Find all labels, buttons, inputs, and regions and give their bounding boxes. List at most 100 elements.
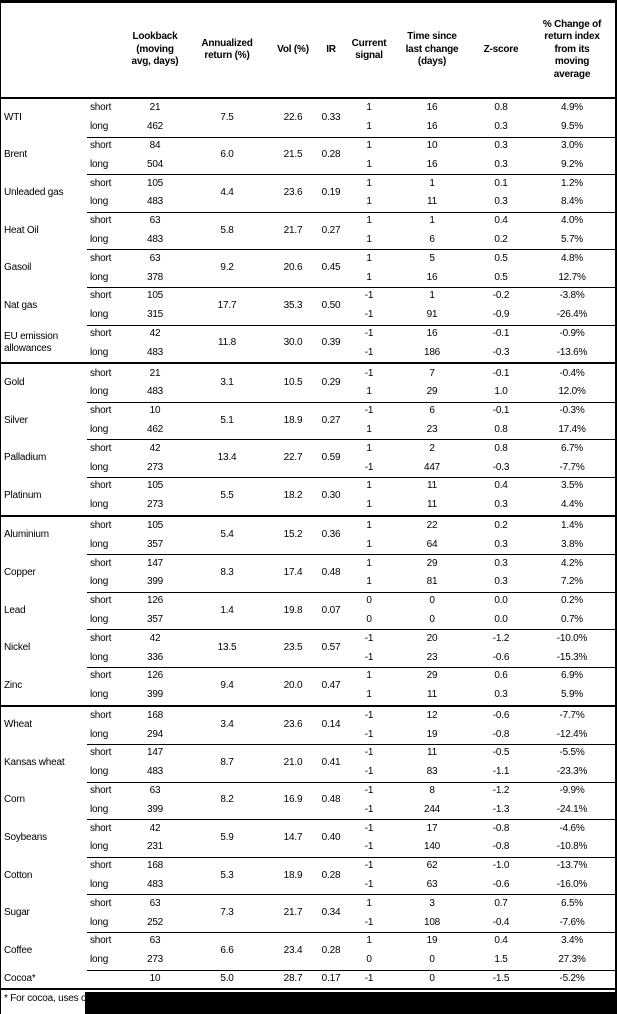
- days-since-change-value: 11: [427, 196, 437, 208]
- horizon-label: long: [90, 613, 109, 625]
- signal-value: 1: [366, 215, 372, 227]
- z-score-value: -0.8: [492, 822, 510, 834]
- horizon-label: long: [90, 499, 109, 511]
- lookback-value: 84: [149, 139, 161, 151]
- horizon-label: short: [90, 327, 112, 339]
- lookback-value: 105: [146, 290, 164, 302]
- commodity-name: Soybeans: [4, 832, 47, 844]
- horizon-label: long: [90, 121, 109, 133]
- annualized-return-value: 4.4: [220, 186, 234, 198]
- signal-value: -1: [364, 405, 374, 417]
- annualized-return-value: 3.4: [220, 719, 234, 731]
- lookback-value: 483: [146, 386, 164, 398]
- horizon-label: long: [90, 346, 109, 358]
- lookback-value: 168: [146, 860, 164, 872]
- signal-value: 1: [366, 271, 372, 283]
- signal-value: -1: [364, 346, 374, 358]
- horizon-label: long: [90, 461, 109, 473]
- lookback-value: 168: [146, 709, 164, 721]
- ir-value: 0.34: [321, 907, 341, 919]
- col-header-time-since-change: Time since last change (days): [405, 31, 459, 68]
- days-since-change-value: 11: [427, 499, 437, 511]
- horizon-label: long: [90, 879, 109, 891]
- z-score-value: 0.3: [494, 557, 508, 569]
- signal-value: -1: [364, 879, 374, 891]
- horizon-label: short: [90, 405, 112, 417]
- days-since-change-value: 7: [429, 367, 435, 379]
- days-since-change-value: 12: [426, 709, 438, 721]
- z-score-value: -0.6: [492, 709, 510, 721]
- signal-value: 1: [366, 121, 372, 133]
- ir-value: 0.48: [321, 794, 341, 806]
- lookback-value: 462: [146, 121, 164, 133]
- pct-change-value: -26.4%: [556, 309, 588, 321]
- days-since-change-value: 16: [426, 158, 438, 170]
- ir-value: 0.45: [321, 262, 341, 274]
- pct-change-value: 17.4%: [558, 423, 586, 435]
- vol-value: 14.7: [283, 832, 303, 844]
- vol-value: 16.9: [283, 794, 303, 806]
- z-score-value: 0.3: [494, 139, 508, 151]
- horizon-label: short: [90, 102, 112, 114]
- signal-value: -1: [364, 290, 374, 302]
- z-score-value: -0.6: [492, 879, 510, 891]
- commodity-group: Soybeans 5.9 14.7 0.40 short 42 -1 17 -0.8 -4.6% l…: [1, 819, 615, 857]
- table-section: Gold 3.1 10.5 0.29 short 21 -1 7 -0.1 -0.4% long 48…: [1, 362, 615, 514]
- z-score-value: -0.9: [492, 309, 510, 321]
- z-score-value: 0.3: [494, 538, 508, 550]
- signal-value: 1: [366, 557, 372, 569]
- ir-value: 0.50: [321, 299, 341, 311]
- days-since-change-value: 1: [429, 177, 435, 189]
- pct-change-value: -9.9%: [559, 785, 585, 797]
- commodity-group: Coffee 6.6 23.4 0.28 short 63 1 19 0.4 3.4% long 27…: [1, 932, 615, 970]
- days-since-change-value: 447: [423, 461, 441, 473]
- z-score-value: 0.2: [494, 519, 508, 531]
- z-score-value: -0.6: [492, 651, 510, 663]
- lookback-value: 10: [149, 973, 161, 985]
- z-score-value: -1.2: [492, 632, 510, 644]
- pct-change-value: -7.7%: [559, 461, 585, 473]
- signal-value: 1: [366, 233, 372, 245]
- days-since-change-value: 29: [426, 386, 438, 398]
- commodity-group: Nickel 13.5 23.5 0.57 short 42 -1 20 -1.2 -10.0% l…: [1, 629, 615, 667]
- ir-value: 0.29: [321, 376, 341, 388]
- z-score-value: -0.3: [492, 346, 510, 358]
- signal-value: 1: [366, 519, 372, 531]
- days-since-change-value: 0: [429, 973, 435, 985]
- signal-value: 1: [366, 935, 372, 947]
- signal-value: 1: [366, 897, 372, 909]
- z-score-value: -1.5: [492, 973, 510, 985]
- col-header-current-signal: Current signal: [351, 37, 387, 62]
- days-since-change-value: 186: [423, 346, 441, 358]
- horizon-label: short: [90, 935, 112, 947]
- horizon-label: short: [90, 670, 112, 682]
- ir-value: 0.27: [321, 224, 341, 236]
- signal-value: 1: [366, 252, 372, 264]
- lookback-value: 126: [146, 670, 164, 682]
- col-header-commodity-empty: [1, 3, 87, 97]
- lookback-value: 315: [146, 309, 164, 321]
- vol-value: 10.5: [283, 376, 303, 388]
- ir-value: 0.40: [321, 832, 341, 844]
- commodity-name: Kansas wheat: [4, 756, 65, 768]
- vol-value: 20.6: [283, 262, 303, 274]
- lookback-value: 483: [146, 346, 164, 358]
- z-score-value: -1.0: [492, 860, 510, 872]
- commodity-group: Copper 8.3 17.4 0.48 short 147 1 29 0.3 4.2% long 3…: [1, 554, 615, 592]
- table-body: WTI 7.5 22.6 0.33 short 21 1 16 0.8 4.9% long 462 1 1…: [1, 99, 615, 988]
- pct-change-value: 9.2%: [561, 158, 583, 170]
- horizon-label: long: [90, 916, 109, 928]
- horizon-label: short: [90, 709, 112, 721]
- lookback-value: 504: [146, 158, 164, 170]
- pct-change-value: -13.6%: [556, 346, 588, 358]
- lookback-value: 21: [149, 367, 161, 379]
- signal-value: 1: [366, 423, 372, 435]
- days-since-change-value: 1: [429, 290, 435, 302]
- commodity-name: Palladium: [4, 452, 47, 464]
- commodity-group: Wheat 3.4 23.6 0.14 short 168 -1 12 -0.6 -7.7% lon…: [1, 707, 615, 745]
- z-score-value: 0.1: [494, 177, 508, 189]
- signal-value: -1: [364, 841, 374, 853]
- signal-value: 1: [366, 177, 372, 189]
- vol-value: 18.9: [283, 869, 303, 881]
- lookback-value: 483: [146, 766, 164, 778]
